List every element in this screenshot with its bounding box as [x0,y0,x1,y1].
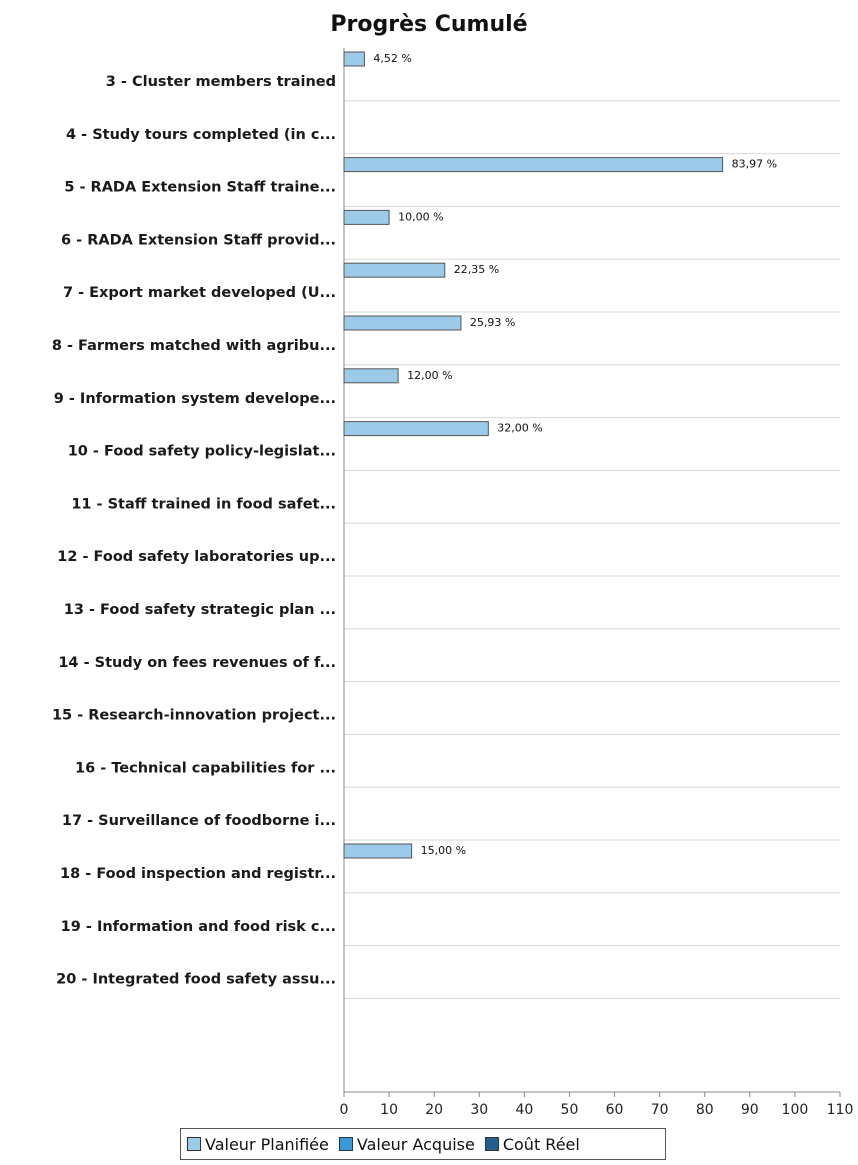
bar-value-label: 4,52 % [373,52,411,65]
x-tick-label: 40 [515,1102,533,1118]
category-label: 8 - Farmers matched with agribu... [52,338,336,354]
x-tick-label: 20 [425,1102,443,1118]
category-label: 7 - Export market developed (U... [63,285,336,301]
x-tick-label: 10 [380,1102,398,1118]
legend-item-actual-cost: Coût Réel [484,1134,580,1154]
category-label: 6 - RADA Extension Staff provid... [61,232,336,248]
legend-label-actual-cost: Coût Réel [502,1134,580,1154]
bar [343,843,413,859]
legend-label-earned: Valeur Acquise [356,1134,475,1154]
legend-swatch-planned [187,1137,201,1151]
category-label: 13 - Food safety strategic plan ... [64,602,336,618]
chart-legend: Valeur Planifiée Valeur Acquise Coût Rée… [180,1128,666,1160]
category-label: 15 - Research-innovation project... [52,708,336,724]
bar [343,51,365,67]
category-label: 20 - Integrated food safety assu... [56,972,336,988]
category-label: 11 - Staff trained in food safet... [71,496,336,512]
legend-label-planned: Valeur Planifiée [205,1134,329,1154]
legend-item-earned: Valeur Acquise [338,1134,475,1154]
x-tick-label: 110 [827,1102,854,1118]
category-label: 18 - Food inspection and registr... [60,866,336,882]
category-label: 19 - Information and food risk c... [61,919,336,935]
x-tick-label: 100 [782,1102,809,1118]
legend-item-planned: Valeur Planifiée [187,1135,329,1154]
category-label: 16 - Technical capabilities for ... [75,760,336,776]
category-label: 3 - Cluster members trained [106,74,336,90]
x-tick-label: 70 [651,1102,669,1118]
bar-value-label: 22,35 % [454,263,499,276]
bar-value-label: 15,00 % [421,844,466,857]
bar-value-label: 10,00 % [398,210,443,223]
x-tick-label: 30 [470,1102,488,1118]
bar-value-label: 32,00 % [497,422,542,435]
category-label: 5 - RADA Extension Staff traine... [64,180,336,196]
bar-value-label: 12,00 % [407,369,452,382]
category-label: 10 - Food safety policy-legislat... [68,444,336,460]
bar-value-label: 25,93 % [470,316,515,329]
chart-title: Progrès Cumulé [330,12,528,37]
x-tick-label: 50 [561,1102,579,1118]
x-tick-label: 80 [696,1102,714,1118]
bar [343,157,724,173]
x-tick-label: 60 [606,1102,624,1118]
x-tick-label: 0 [340,1102,349,1118]
bar [343,421,489,437]
legend-swatch-earned [338,1137,353,1151]
category-label: 9 - Information system develope... [54,391,336,407]
legend-swatch-actual-cost [484,1137,499,1151]
bar [343,315,462,331]
category-label: 17 - Surveillance of foodborne i... [62,813,336,829]
bar [343,368,399,384]
x-tick-label: 90 [741,1102,759,1118]
bar [343,209,390,225]
category-label: 14 - Study on fees revenues of f... [58,655,336,671]
bar [343,262,446,278]
bar-value-label: 83,97 % [732,158,777,171]
category-label: 12 - Food safety laboratories up... [57,549,336,565]
category-label: 4 - Study tours completed (in c... [66,127,336,143]
